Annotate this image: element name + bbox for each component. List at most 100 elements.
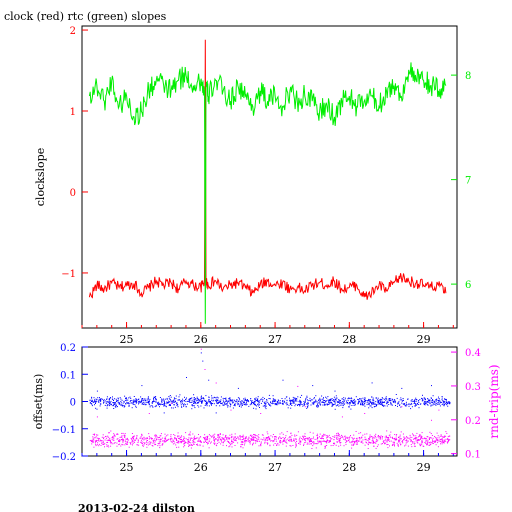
data-point [92, 401, 93, 403]
data-point [396, 439, 398, 441]
data-point [229, 402, 231, 404]
data-point [371, 402, 373, 404]
data-point [446, 404, 448, 406]
data-point [255, 397, 257, 399]
data-point [116, 433, 118, 435]
data-point [421, 398, 423, 400]
data-point [190, 442, 192, 444]
data-point [272, 441, 274, 443]
data-point [191, 404, 193, 406]
data-point [375, 435, 376, 437]
data-point [359, 438, 361, 440]
data-point [333, 401, 335, 402]
data-point [191, 404, 193, 406]
data-point [368, 439, 370, 441]
data-point [251, 402, 253, 403]
data-point [139, 401, 141, 403]
data-point [342, 401, 344, 403]
series-line-clock [88, 39, 447, 300]
data-point [188, 445, 190, 447]
data-point [101, 398, 103, 400]
data-point [206, 438, 208, 440]
data-point [344, 436, 346, 438]
data-point [218, 441, 220, 443]
data-point [239, 435, 241, 437]
data-point [368, 400, 370, 402]
data-point [387, 437, 389, 438]
data-point [353, 434, 355, 436]
data-point [444, 435, 445, 437]
data-point [386, 402, 388, 404]
data-point [344, 435, 346, 437]
data-point [431, 397, 432, 399]
data-point [241, 404, 243, 406]
data-point [297, 431, 299, 433]
data-point [187, 439, 189, 441]
data-point [94, 442, 96, 444]
data-point [294, 397, 296, 399]
data-point [289, 445, 291, 447]
data-point [118, 444, 120, 446]
data-point [279, 442, 281, 443]
data-point [328, 402, 330, 404]
data-point [309, 431, 311, 433]
data-point [392, 441, 394, 443]
data-point [404, 404, 406, 406]
data-point [245, 441, 247, 443]
data-point [366, 404, 368, 406]
data-point [362, 442, 364, 444]
data-point [240, 439, 242, 441]
data-point [206, 402, 208, 404]
data-point [395, 435, 397, 437]
data-point [108, 405, 110, 407]
data-point [380, 403, 382, 405]
data-point [321, 436, 323, 438]
data-point [243, 398, 245, 400]
data-point [448, 402, 450, 404]
data-point [355, 431, 357, 432]
data-point [244, 397, 246, 399]
data-point [366, 442, 367, 444]
data-point [313, 436, 314, 438]
data-point [142, 403, 144, 405]
data-point [294, 400, 296, 402]
data-point [426, 438, 427, 440]
data-point [94, 437, 96, 438]
data-point [289, 400, 291, 402]
data-point [319, 433, 321, 435]
data-point [396, 397, 398, 399]
data-point [445, 398, 447, 400]
data-point [143, 403, 145, 405]
data-point [429, 444, 431, 446]
data-point [273, 401, 275, 403]
data-point [114, 434, 115, 436]
x-tick-label: 27 [268, 333, 282, 346]
data-point [230, 404, 232, 406]
data-point [361, 436, 363, 438]
data-point [394, 402, 396, 404]
data-point [191, 437, 193, 439]
data-point [234, 403, 236, 405]
data-point [103, 402, 104, 404]
data-point [113, 403, 115, 405]
data-point [243, 403, 245, 405]
data-point [100, 400, 102, 402]
data-point [261, 398, 263, 400]
data-point [304, 404, 306, 405]
data-point [164, 439, 166, 441]
data-point [211, 395, 213, 397]
data-point [153, 399, 155, 401]
data-point [299, 443, 301, 445]
data-point [436, 440, 438, 442]
data-point [214, 439, 216, 441]
data-point [117, 402, 119, 404]
data-point [197, 398, 199, 400]
data-point [244, 403, 246, 405]
data-point [351, 441, 353, 443]
data-point [116, 438, 118, 440]
data-point [253, 434, 255, 436]
data-point [414, 405, 416, 407]
data-point [218, 437, 220, 439]
data-point [198, 406, 200, 408]
data-point [322, 400, 324, 402]
